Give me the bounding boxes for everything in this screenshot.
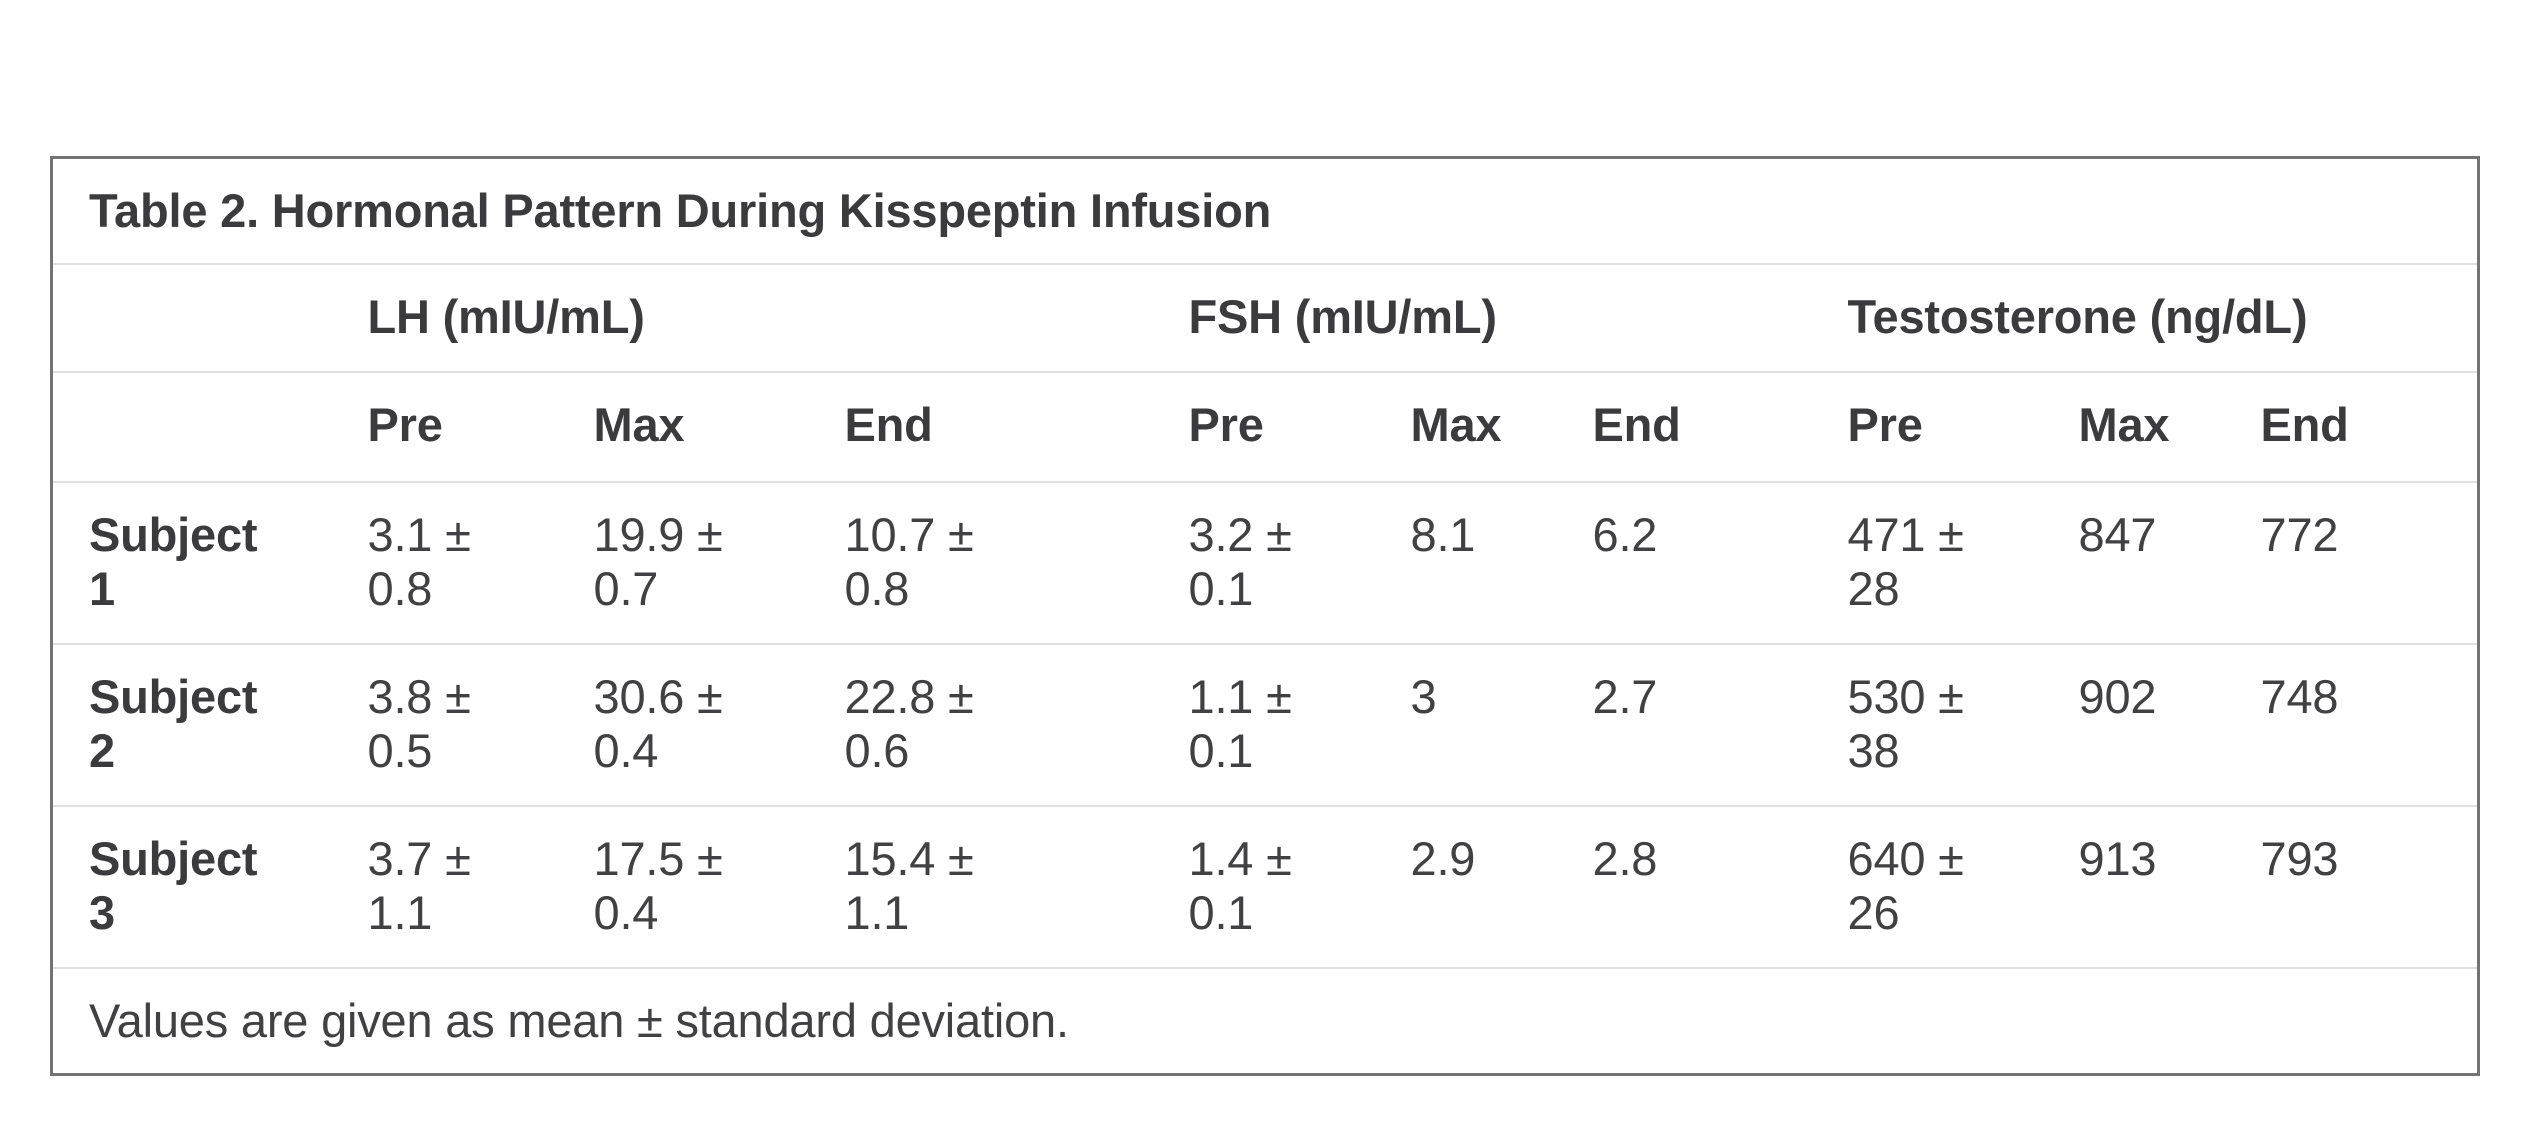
table-cell: 640 ± 26 bbox=[1811, 805, 2043, 968]
row-label: Subject 2 bbox=[51, 643, 332, 806]
table-cell: 847 bbox=[2042, 481, 2225, 644]
table-cell: 3.8 ± 0.5 bbox=[331, 643, 558, 806]
column-group-lh: LH (mIU/mL) bbox=[331, 263, 1153, 372]
column-group-fsh: FSH (mIU/mL) bbox=[1152, 263, 1812, 372]
table-cell: 2.7 bbox=[1556, 643, 1812, 806]
table-cell: 1.4 ± 0.1 bbox=[1152, 805, 1375, 968]
table-cell: 530 ± 38 bbox=[1811, 643, 2043, 806]
row-label: Subject 1 bbox=[51, 481, 332, 644]
table-cell: 3.1 ± 0.8 bbox=[331, 481, 558, 644]
sub-header-t-max: Max bbox=[2042, 371, 2225, 482]
column-group-testosterone: Testosterone (ng/dL) bbox=[1811, 263, 2479, 372]
table-cell: 22.8 ± 0.6 bbox=[808, 643, 1153, 806]
table-cell: 15.4 ± 1.1 bbox=[808, 805, 1153, 968]
table-cell: 471 ± 28 bbox=[1811, 481, 2043, 644]
sub-header-fsh-max: Max bbox=[1374, 371, 1557, 482]
sub-header-fsh-pre: Pre bbox=[1152, 371, 1375, 482]
sub-header-fsh-end: End bbox=[1556, 371, 1812, 482]
sub-header-lh-pre: Pre bbox=[331, 371, 558, 482]
table-cell: 3 bbox=[1374, 643, 1557, 806]
table-row-subject-1: Subject 1 3.1 ± 0.8 19.9 ± 0.7 10.7 ± 0.… bbox=[51, 481, 2479, 644]
table-cell: 902 bbox=[2042, 643, 2225, 806]
column-group-header-row: LH (mIU/mL) FSH (mIU/mL) Testosterone (n… bbox=[51, 263, 2479, 372]
sub-header-row: Pre Max End Pre Max End Pre Max End bbox=[51, 371, 2479, 482]
table-cell: 30.6 ± 0.4 bbox=[557, 643, 809, 806]
table-title-row: Table 2. Hormonal Pattern During Kisspep… bbox=[52, 158, 2479, 265]
table-cell: 10.7 ± 0.8 bbox=[808, 481, 1153, 644]
table-cell: 3.7 ± 1.1 bbox=[331, 805, 558, 968]
sub-header-lh-max: Max bbox=[557, 371, 809, 482]
table-cell: 2.9 bbox=[1374, 805, 1557, 968]
sub-header-lh-end: End bbox=[808, 371, 1153, 482]
sub-header-t-end: End bbox=[2224, 371, 2479, 482]
row-label: Subject 3 bbox=[51, 805, 332, 968]
table-cell: 793 bbox=[2224, 805, 2479, 968]
table-row-subject-3: Subject 3 3.7 ± 1.1 17.5 ± 0.4 15.4 ± 1.… bbox=[51, 805, 2479, 968]
table-footnote: Values are given as mean ± standard devi… bbox=[51, 967, 2479, 1075]
table-cell: 913 bbox=[2042, 805, 2225, 968]
table-cell: 19.9 ± 0.7 bbox=[557, 481, 809, 644]
sub-header-empty-cell bbox=[51, 371, 332, 482]
table-row-subject-2: Subject 2 3.8 ± 0.5 30.6 ± 0.4 22.8 ± 0.… bbox=[51, 643, 2479, 806]
table-cell: 772 bbox=[2224, 481, 2479, 644]
table-cell: 2.8 bbox=[1556, 805, 1812, 968]
table-cell: 17.5 ± 0.4 bbox=[557, 805, 809, 968]
table-title: Table 2. Hormonal Pattern During Kisspep… bbox=[89, 184, 1272, 237]
sub-header-t-pre: Pre bbox=[1811, 371, 2043, 482]
table-cell: 6.2 bbox=[1556, 481, 1812, 644]
corner-empty-cell bbox=[51, 263, 332, 372]
table-footnote-row: Values are given as mean ± standard devi… bbox=[51, 967, 2479, 1075]
table-cell: 8.1 bbox=[1374, 481, 1557, 644]
table-cell: 1.1 ± 0.1 bbox=[1152, 643, 1375, 806]
hormonal-pattern-table: Table 2. Hormonal Pattern During Kisspep… bbox=[50, 156, 2480, 1076]
table-cell: 3.2 ± 0.1 bbox=[1152, 481, 1375, 644]
table-cell: 748 bbox=[2224, 643, 2479, 806]
